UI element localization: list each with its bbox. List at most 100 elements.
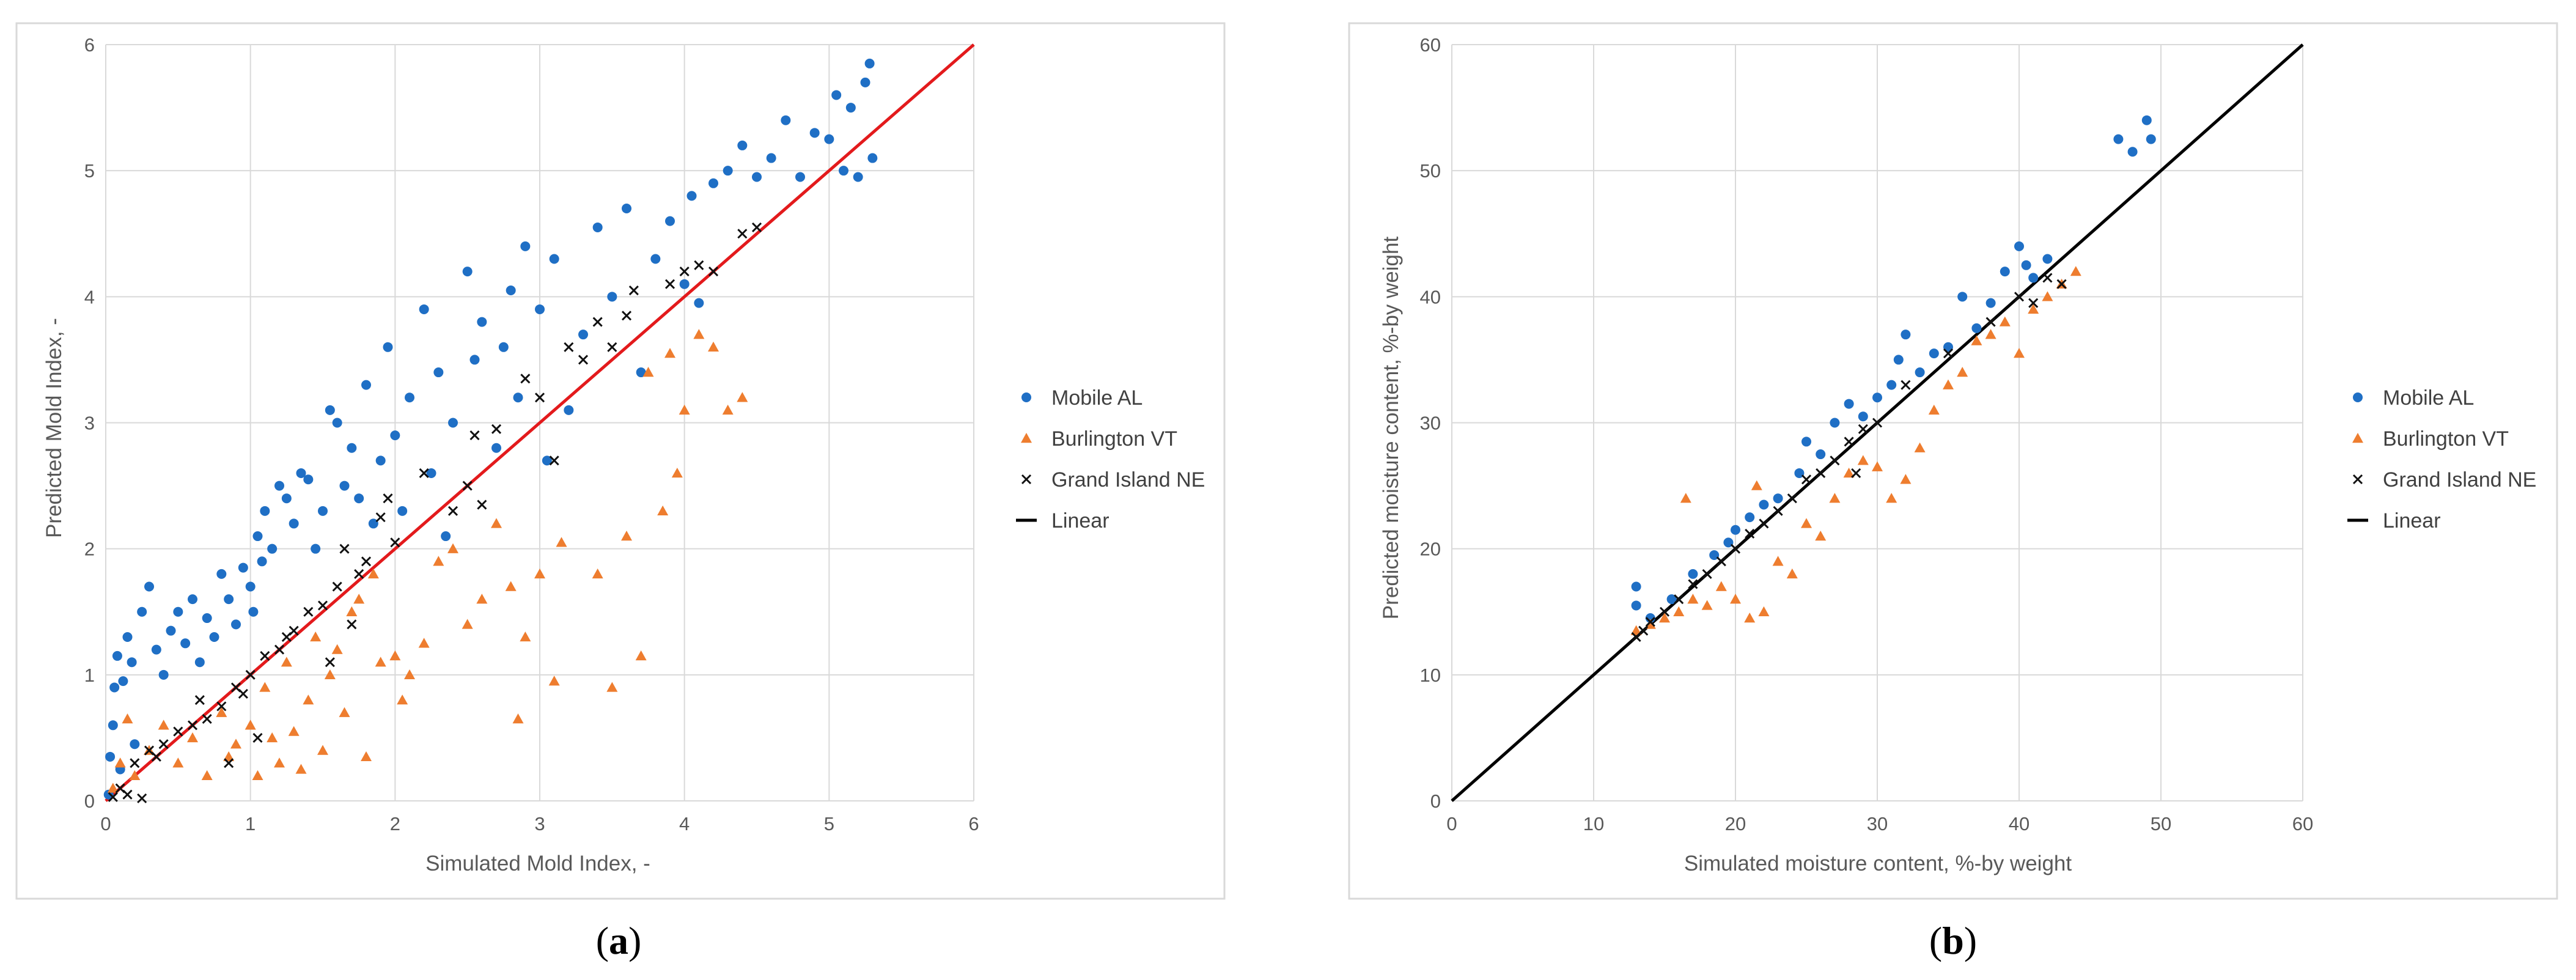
point-mobile-al: [137, 606, 147, 617]
point-mobile-al: [679, 279, 690, 289]
point-mobile-al: [105, 751, 116, 762]
point-burlington-vt: [1943, 379, 1954, 389]
point-mobile-al: [2021, 260, 2031, 270]
chart-b-tick-labels: 0 10 20 30 40 50 60 0 10 20 30 40 50 60: [1420, 34, 2314, 834]
point-mobile-al: [260, 506, 270, 516]
point-mobile-al: [248, 606, 259, 617]
point-burlington-vt: [2042, 291, 2053, 301]
point-mobile-al: [795, 172, 805, 182]
point-burlington-vt: [1801, 518, 1812, 528]
point-grand-island-ne: [1816, 468, 1826, 479]
point-grand-island-ne: [1674, 594, 1684, 605]
x-tick-label: 1: [245, 813, 256, 834]
point-mobile-al: [216, 569, 227, 579]
point-burlington-vt: [512, 713, 524, 724]
point-burlington-vt: [621, 531, 632, 541]
chart-a-y-axis-label: Predicted Mold Index, -: [42, 318, 66, 538]
point-grand-island-ne: [1773, 506, 1783, 516]
point-burlington-vt: [295, 764, 307, 774]
point-burlington-vt: [556, 537, 567, 547]
point-grand-island-ne: [1638, 625, 1649, 636]
point-mobile-al: [592, 222, 603, 232]
point-grand-island-ne-stroke: [130, 758, 140, 768]
point-burlington-vt: [548, 676, 560, 686]
point-grand-island-ne-stroke: [122, 789, 133, 800]
point-grand-island-ne: [130, 758, 140, 768]
point-burlington-vt: [1971, 335, 1982, 345]
y-tick-label: 5: [84, 160, 95, 182]
point-burlington-vt: [1843, 467, 1855, 478]
point-mobile-al: [578, 330, 588, 340]
point-mobile-al: [1943, 342, 1953, 352]
point-grand-island-ne-stroke: [1844, 437, 1854, 447]
legend-label-burlington-vt: Burlington VT: [1051, 427, 1177, 451]
point-mobile-al: [354, 493, 364, 504]
point-grand-island-ne-stroke: [1985, 317, 1996, 327]
point-grand-island-ne-stroke: [230, 682, 241, 693]
point-grand-island-ne: [708, 267, 719, 277]
point-grand-island-ne: [549, 455, 559, 466]
point-burlington-vt: [447, 543, 458, 553]
chart-panel-a: 0 1 2 3 4 5 6 0 1 2 3 4 5 6 Simulated Mold Index, - P…: [15, 22, 1226, 900]
point-grand-island-ne-stroke: [1943, 348, 1954, 359]
point-mobile-al: [1731, 525, 1740, 535]
point-grand-island-ne-stroke: [520, 374, 531, 384]
chart-b-legend: Mobile AL Burlington VT Grand Island NE Lin…: [2347, 386, 2536, 532]
point-burlington-vt: [331, 644, 343, 654]
point-mobile-al: [498, 342, 509, 352]
point-mobile-al: [809, 128, 820, 138]
point-grand-island-ne-stroke: [332, 581, 342, 592]
point-grand-island-ne: [419, 468, 429, 479]
point-mobile-al: [303, 474, 314, 485]
point-mobile-al: [1631, 600, 1641, 611]
point-burlington-vt: [462, 619, 473, 629]
legend-swatch-burlington-vt: [2352, 433, 2363, 443]
point-grand-island-ne-stroke: [354, 569, 364, 579]
point-grand-island-ne: [224, 758, 234, 768]
point-grand-island-ne-stroke: [578, 355, 589, 365]
point-grand-island-ne-stroke: [694, 260, 704, 270]
point-mobile-al: [686, 191, 697, 201]
point-mobile-al: [2028, 273, 2039, 283]
point-burlington-vt: [2070, 266, 2081, 276]
point-mobile-al: [1957, 292, 1968, 302]
legend-label-mobile-al: Mobile AL: [2383, 386, 2474, 410]
point-grand-island-ne-stroke: [419, 468, 429, 479]
point-burlington-vt: [1886, 493, 1897, 503]
point-mobile-al: [296, 468, 306, 478]
legend-label-grand-island-ne: Grand Island NE: [1051, 468, 1205, 492]
point-mobile-al: [166, 625, 176, 636]
point-mobile-al: [281, 493, 292, 504]
point-burlington-vt: [1928, 404, 1940, 415]
y-tick-label: 6: [84, 34, 95, 56]
point-mobile-al: [2042, 254, 2053, 264]
point-grand-island-ne: [108, 792, 118, 802]
point-mobile-al: [491, 443, 501, 453]
point-grand-island-ne: [339, 543, 350, 554]
x-tick-label: 6: [968, 813, 979, 834]
point-burlington-vt: [404, 669, 415, 680]
point-burlington-vt: [1815, 531, 1827, 541]
point-burlington-vt: [671, 467, 683, 478]
point-mobile-al: [694, 298, 704, 308]
point-burlington-vt: [303, 694, 314, 705]
x-tick-label: 4: [679, 813, 690, 834]
point-grand-island-ne-stroke: [491, 424, 502, 434]
point-grand-island-ne: [317, 600, 328, 611]
point-mobile-al: [1893, 355, 1904, 365]
point-burlington-vt: [1701, 600, 1713, 610]
point-grand-island-ne-stroke: [339, 543, 350, 554]
point-burlington-vt: [230, 739, 241, 749]
point-grand-island-ne: [252, 732, 263, 743]
point-grand-island-ne-stroke: [1745, 528, 1755, 539]
point-burlington-vt: [1751, 480, 1762, 490]
point-grand-island-ne: [173, 726, 183, 737]
point-burlington-vt: [122, 713, 133, 724]
point-burlington-vt: [172, 757, 184, 768]
point-burlington-vt: [433, 556, 444, 566]
point-grand-island-ne: [158, 739, 169, 750]
y-tick-label: 2: [84, 539, 95, 560]
point-grand-island-ne-stroke: [1759, 518, 1769, 529]
point-mobile-al: [845, 103, 856, 113]
y-tick-label: 10: [1420, 665, 1441, 686]
